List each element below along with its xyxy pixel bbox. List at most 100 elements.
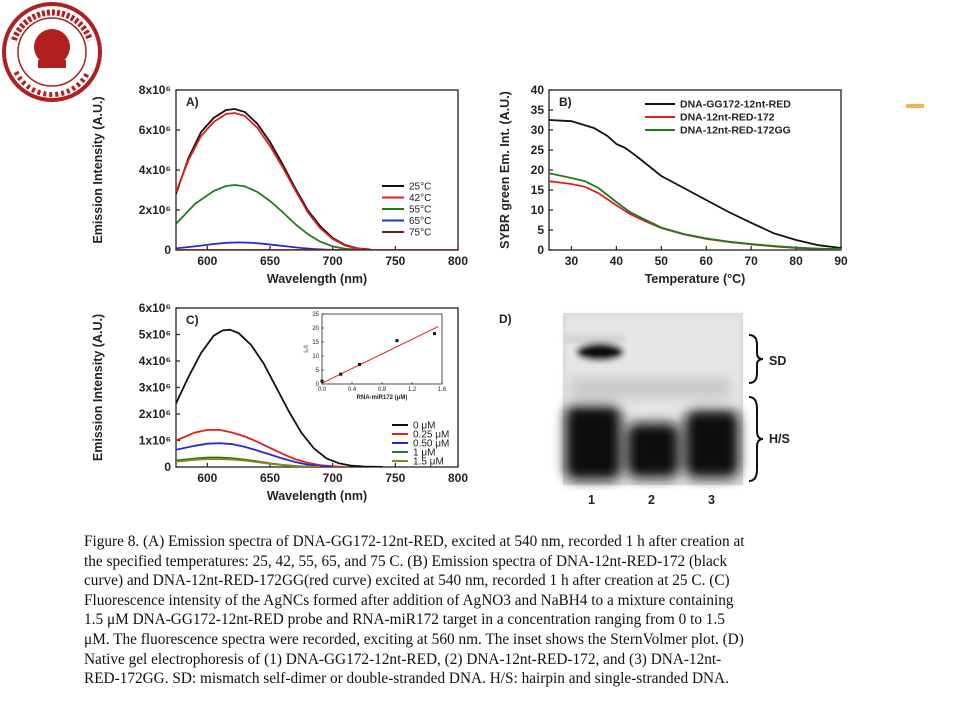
x-tick-label: 700 [323, 254, 343, 268]
inset-y-tick-label: 20 [312, 326, 319, 332]
y-tick-label: 4x10⁶ [139, 354, 171, 368]
x-tick-label: 50 [655, 254, 669, 268]
series-line-4 [176, 241, 339, 250]
inset-x-tick-label: 0.8 [378, 387, 387, 393]
y-axis-label: Emission Intensity (A.U.) [91, 314, 105, 461]
inset-y-label: I₀/I [304, 345, 310, 353]
lane-label-2: 2 [648, 493, 655, 507]
y-tick-label: 6x10⁶ [139, 301, 171, 315]
y-tick-label: 0 [164, 460, 171, 474]
label-hs: H/S [769, 432, 790, 446]
caption-line: RED-172GG. SD: mismatch self-dimer or do… [84, 670, 729, 688]
caption-line: curve) and DNA-12nt-RED-172GG(red curve)… [84, 572, 730, 590]
inset-frame [321, 313, 443, 385]
x-tick-label: 60 [700, 254, 714, 268]
inset-data-point [358, 362, 361, 366]
y-tick-label: 3x10⁶ [139, 381, 171, 395]
caption-line: Figure 8. (A) Emission spectra of DNA-GG… [84, 533, 745, 550]
university-seal-icon [2, 2, 102, 102]
inset-y-tick-label: 5 [316, 368, 320, 374]
panel-label: C) [186, 313, 199, 327]
legend-label: 55°C [409, 205, 431, 216]
inset-data-point [339, 372, 343, 376]
band-hs-lane-2 [627, 423, 679, 478]
y-tick-label: 25 [531, 143, 545, 157]
panel-label: B) [559, 95, 572, 109]
x-axis-label: Wavelength (nm) [267, 489, 367, 503]
x-tick-label: 40 [610, 254, 624, 268]
y-tick-label: 1x10⁶ [139, 434, 171, 448]
x-tick-label: 700 [323, 471, 343, 485]
legend-label: DNA-GG172-12nt-RED [680, 99, 791, 111]
series-line-3 [176, 184, 358, 250]
bracket-hs [748, 396, 764, 482]
series-line-2 [549, 180, 841, 250]
x-tick-label: 70 [744, 254, 758, 268]
lane-label-1: 1 [588, 493, 595, 507]
label-sd: SD [769, 354, 786, 368]
caption-line: the specified temperatures: 25, 42, 55, … [84, 552, 728, 570]
band-hs-lane-3 [685, 410, 739, 478]
x-tick-label: 750 [385, 254, 405, 268]
inset-y-tick-label: 15 [312, 340, 319, 346]
legend-label: DNA-12nt-RED-172 [680, 112, 775, 124]
series-line-5 [176, 458, 321, 467]
x-tick-label: 650 [260, 254, 280, 268]
legend-label: 1.5 μM [413, 457, 444, 468]
inset-data-point [433, 332, 436, 336]
caption-line: Native gel electrophoresis of (1) DNA-GG… [84, 650, 722, 668]
inset-y-tick-label: 10 [312, 354, 319, 360]
x-tick-label: 30 [565, 254, 579, 268]
legend-label: 75°C [409, 228, 431, 239]
x-tick-label: 800 [448, 254, 468, 268]
panel-label: A) [186, 95, 199, 109]
legend-label: 0 μM [413, 421, 435, 432]
y-tick-label: 40 [531, 83, 545, 97]
y-tick-label: 6x10⁶ [139, 123, 171, 137]
panel-label-d: D) [499, 312, 512, 326]
y-axis-label: Emission Intensity (A.U.) [91, 96, 105, 243]
gel-panel-d: D) SD H/S 1 2 3 [499, 312, 790, 507]
y-tick-label: 4x10⁶ [139, 163, 171, 177]
bracket-sd [748, 334, 764, 384]
inset-data-point [395, 339, 399, 343]
x-tick-label: 800 [448, 471, 468, 485]
university-logo [0, 0, 105, 105]
series-line-3 [176, 442, 333, 467]
inset-y-tick-label: 25 [312, 312, 319, 318]
x-tick-label: 750 [385, 471, 405, 485]
series-line-3 [549, 172, 841, 250]
chart-panel-a: 600 650 700 750 800 0 2x10⁶ 4x10⁶ 6x10⁶ 8x10⁶ Wave… [91, 83, 468, 286]
legend-label: DNA-12nt-RED-172GG [680, 125, 791, 137]
band-sd-lane-1 [576, 343, 624, 361]
series-line-2 [176, 428, 346, 467]
legend-label: 65°C [409, 216, 431, 227]
caption-line: 1.5 μM DNA-GG172-12nt-RED probe and RNA-… [84, 611, 725, 629]
legend-label: 1 μM [413, 448, 435, 459]
inset-x-tick-label: 1.2 [408, 387, 417, 393]
legend-label: 0.25 μM [413, 430, 449, 441]
y-tick-label: 15 [531, 183, 545, 197]
y-tick-label: 35 [531, 103, 545, 117]
series-line-1 [549, 119, 841, 249]
x-axis-label: Temperature (°C) [645, 272, 746, 286]
x-axis-label: Wavelength (nm) [267, 272, 367, 286]
inset-y-tick-label: 0 [316, 382, 320, 388]
inset-x-tick-label: 0.4 [348, 387, 357, 393]
inset-x-label: RNA-miR172 (μM) [357, 395, 408, 401]
legend-label: 25°C [409, 182, 431, 193]
chart-panel-b: 30 40 50 60 70 80 90 0 5 10 15 20 25 30 35 40 Temperatur… [498, 83, 848, 286]
legend-label: 0.50 μM [413, 439, 449, 450]
x-tick-label: 600 [197, 471, 217, 485]
accent-bar [906, 104, 924, 108]
chart-panel-c: 600 650 700 750 800 0 1x10⁶ 2x10⁶ 3x10⁶ 4x10⁶ 5x10… [91, 301, 468, 503]
y-tick-label: 8x10⁶ [139, 83, 171, 97]
y-tick-label: 2x10⁶ [139, 407, 171, 421]
x-tick-label: 600 [197, 254, 217, 268]
y-tick-label: 5 [537, 223, 544, 237]
y-tick-label: 10 [531, 203, 545, 217]
series-line-1 [176, 108, 371, 250]
y-tick-label: 2x10⁶ [139, 203, 171, 217]
y-axis-label: SYBR green Em. Int. (A.U.) [498, 91, 512, 249]
caption-line: Fluorescence intensity of the AgNCs form… [84, 591, 734, 609]
